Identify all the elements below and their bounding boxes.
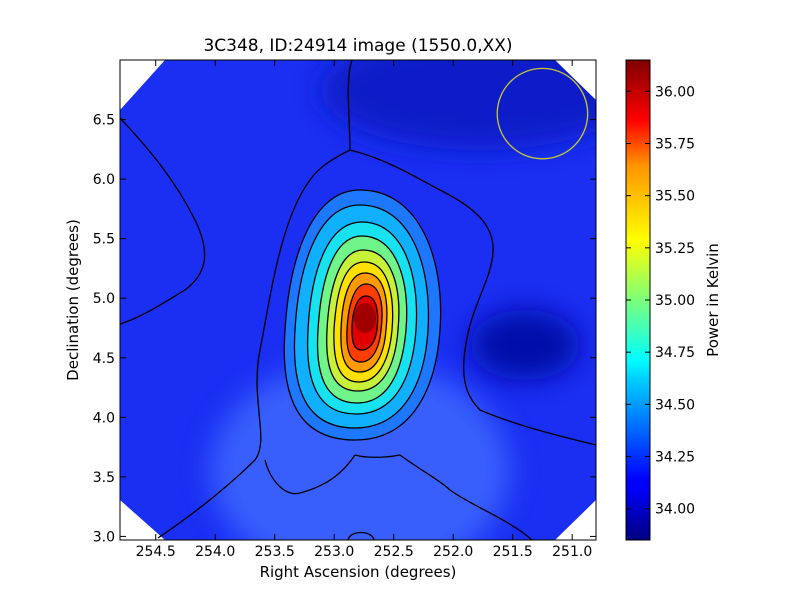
x-tick-label: 253.0 [314,544,354,560]
x-axis-ticks: 254.5 254.0 253.5 253.0 252.5 252.0 251.5 251.0 [136,60,592,560]
colorbar-tick-label: 35.00 [655,293,695,309]
x-axis-label: Right Ascension (degrees) [260,563,457,581]
diffuse-glow [210,360,510,540]
contour-ring-7 [340,272,388,373]
contour-bottom-bump [347,531,375,540]
y-axis-ticks: 3.0 3.5 4.0 4.5 5.0 5.5 6.0 6.5 [93,113,596,545]
y-tick-label: 4.5 [93,351,115,367]
colorbar-label: Power in Kelvin [704,243,722,357]
colorbar-tick-label: 34.25 [655,450,695,466]
colorbar-tick-label: 34.00 [655,502,695,518]
contour-ring-1 [283,189,442,441]
colorbar-tick-label: 34.75 [655,345,695,361]
colorbar-tick-label: 34.50 [655,397,695,413]
contour-lines [120,60,596,540]
x-tick-label: 253.5 [255,544,295,560]
dark-minimum [470,310,580,380]
contour-ring-8 [346,283,383,363]
x-tick-label: 252.5 [374,544,414,560]
colorbar-tick-label: 35.25 [655,241,695,257]
y-tick-label: 3.5 [93,470,115,486]
chart-title: 3C348, ID:24914 image (1550.0,XX) [203,36,512,56]
y-tick-label: 5.5 [93,232,115,248]
colorbar-ticks: 34.00 34.25 34.50 34.75 35.00 35.25 35.50 35.75… [626,84,695,518]
contour-outer-left [120,117,206,325]
blank-corners [120,60,596,540]
y-tick-label: 6.0 [93,172,115,188]
contour-outer-bottom [264,454,533,540]
contour-ring-4 [316,235,408,404]
y-tick-label: 3.0 [93,529,115,545]
x-tick-label: 254.5 [136,544,176,560]
contour-ring-3 [306,221,418,415]
x-tick-label: 254.0 [195,544,235,560]
x-tick-label: 251.0 [552,544,592,560]
y-tick-label: 4.0 [93,410,115,426]
y-axis-label: Declination (degrees) [64,219,82,381]
contour-ring-6 [333,261,394,383]
heatmap-image [120,60,596,540]
x-tick-label: 252.0 [433,544,473,560]
dark-region-top-right [320,60,596,150]
contour-outer-main [154,60,596,540]
colorbar-tick-label: 36.00 [655,84,695,100]
colorbar-tick-label: 35.75 [655,136,695,152]
y-tick-label: 5.0 [93,291,115,307]
contour-ring-5 [326,249,400,392]
contour-ring-2 [293,204,430,429]
x-tick-label: 251.5 [493,544,533,560]
colorbar-tick-label: 35.50 [655,189,695,205]
plot-frame [119,59,597,541]
y-tick-label: 6.5 [93,113,115,129]
contour-ring-9 [351,295,379,351]
beam-circle [496,67,589,160]
